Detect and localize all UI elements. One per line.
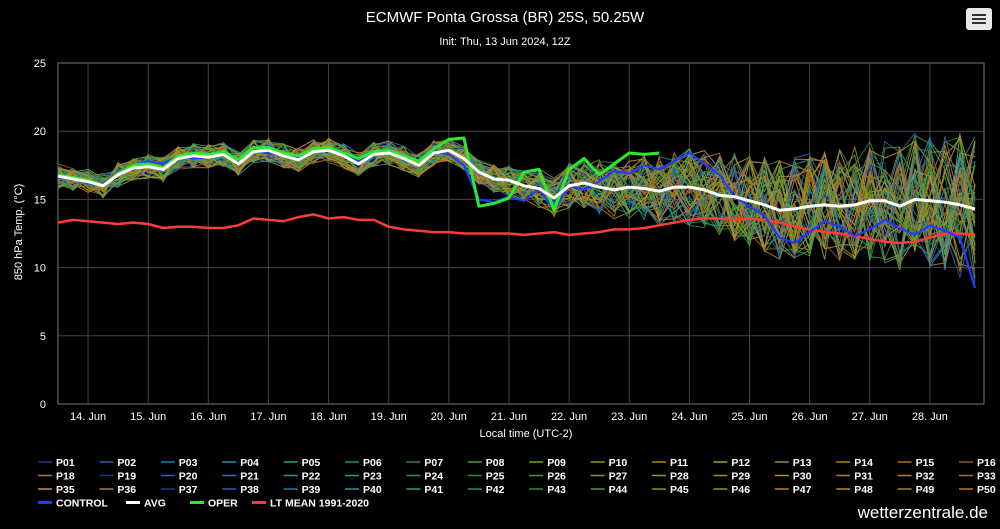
legend: P01 P02 P03 P04 P05 P06 P07 P08 P09 P10 P11 P12 P13 P… [38,457,996,510]
legend-label-lt-mean-1991-2020[interactable]: LT MEAN 1991-2020 [270,498,369,510]
legend-label-P38[interactable]: P38 [240,484,259,496]
oper-series-line [57,136,660,212]
highlight-series [57,136,977,289]
legend-label-P33[interactable]: P33 [977,471,996,483]
watermark: wetterzentrale.de [857,503,988,522]
legend-label-P24[interactable]: P24 [424,471,443,483]
grid-lines [58,63,984,404]
x-tick-label: 28. Jun [912,411,948,423]
chart-title: ECMWF Ponta Grossa (BR) 25S, 50.25W [366,9,645,26]
legend-label-P28[interactable]: P28 [670,471,689,483]
legend-label-control[interactable]: CONTROL [56,498,108,510]
legend-label-P41[interactable]: P41 [424,484,443,496]
legend-label-P39[interactable]: P39 [302,484,321,496]
y-tick-label: 0 [40,399,46,411]
legend-label-P22[interactable]: P22 [302,471,321,483]
legend-label-P11[interactable]: P11 [670,457,688,469]
legend-label-P10[interactable]: P10 [609,457,628,469]
legend-label-P21[interactable]: P21 [240,471,259,483]
legend-label-P03[interactable]: P03 [179,457,198,469]
y-tick-label: 25 [34,58,46,70]
legend-label-P23[interactable]: P23 [363,471,382,483]
legend-label-P06[interactable]: P06 [363,457,382,469]
legend-label-P08[interactable]: P08 [486,457,505,469]
legend-label-P40[interactable]: P40 [363,484,382,496]
x-tick-label: 18. Jun [311,411,347,423]
x-tick-label: 17. Jun [250,411,286,423]
legend-label-P42[interactable]: P42 [486,484,505,496]
legend-label-P07[interactable]: P07 [424,457,443,469]
legend-label-P31[interactable]: P31 [854,471,873,483]
lt-mean-series-line [57,213,976,245]
legend-label-P20[interactable]: P20 [179,471,198,483]
x-tick-label: 15. Jun [130,411,166,423]
legend-label-P15[interactable]: P15 [916,457,935,469]
legend-label-P32[interactable]: P32 [916,471,935,483]
legend-label-P45[interactable]: P45 [670,484,689,496]
legend-label-P44[interactable]: P44 [609,484,628,496]
legend-label-P19[interactable]: P19 [117,471,136,483]
x-tick-label: 26. Jun [792,411,828,423]
legend-label-P16[interactable]: P16 [977,457,996,469]
y-tick-label: 5 [40,331,46,343]
legend-label-P29[interactable]: P29 [731,471,750,483]
legend-label-P50[interactable]: P50 [977,484,996,496]
legend-label-P36[interactable]: P36 [117,484,136,496]
legend-label-P37[interactable]: P37 [179,484,198,496]
legend-label-P46[interactable]: P46 [731,484,750,496]
legend-label-P04[interactable]: P04 [240,457,259,469]
avg-series-line [57,148,976,212]
x-tick-label: 24. Jun [671,411,707,423]
legend-label-avg[interactable]: AVG [144,498,166,510]
x-tick-label: 20. Jun [431,411,467,423]
x-tick-label: 22. Jun [551,411,587,423]
x-tick-label: 14. Jun [70,411,106,423]
x-tick-label: 19. Jun [371,411,407,423]
y-tick-label: 20 [34,126,46,138]
chart-subtitle: Init: Thu, 13 Jun 2024, 12Z [439,36,571,48]
legend-label-P02[interactable]: P02 [117,457,136,469]
legend-label-P14[interactable]: P14 [854,457,873,469]
legend-label-P43[interactable]: P43 [547,484,566,496]
x-tick-label: 21. Jun [491,411,527,423]
x-tick-label: 25. Jun [731,411,767,423]
legend-label-P49[interactable]: P49 [916,484,935,496]
legend-label-P05[interactable]: P05 [302,457,321,469]
x-tick-label: 23. Jun [611,411,647,423]
axis-ticks: 0 5 10 15 20 25 14. Jun 15. Jun 16. Jun 17. Jun 18… [34,58,948,423]
legend-label-P30[interactable]: P30 [793,471,812,483]
y-tick-label: 15 [34,194,46,206]
ensemble-member-line-P32 [57,138,976,252]
legend-label-P09[interactable]: P09 [547,457,566,469]
y-tick-label: 10 [34,263,46,275]
x-axis-label: Local time (UTC-2) [480,428,573,440]
legend-label-P13[interactable]: P13 [793,457,812,469]
legend-label-P47[interactable]: P47 [793,484,812,496]
x-tick-label: 16. Jun [190,411,226,423]
legend-label-oper[interactable]: OPER [208,498,238,510]
y-axis-label: 850 hPa Temp. (°C) [13,184,25,281]
legend-label-P35[interactable]: P35 [56,484,75,496]
hamburger-menu-icon[interactable] [966,8,992,30]
legend-label-P01[interactable]: P01 [56,457,75,469]
legend-label-P12[interactable]: P12 [731,457,750,469]
plot-area-frame [57,62,985,405]
legend-label-P26[interactable]: P26 [547,471,566,483]
legend-label-P18[interactable]: P18 [56,471,75,483]
x-tick-label: 27. Jun [852,411,888,423]
ensemble-member-line-P41 [57,137,976,258]
legend-label-P25[interactable]: P25 [486,471,505,483]
legend-label-P48[interactable]: P48 [854,484,873,496]
legend-label-P27[interactable]: P27 [609,471,628,483]
